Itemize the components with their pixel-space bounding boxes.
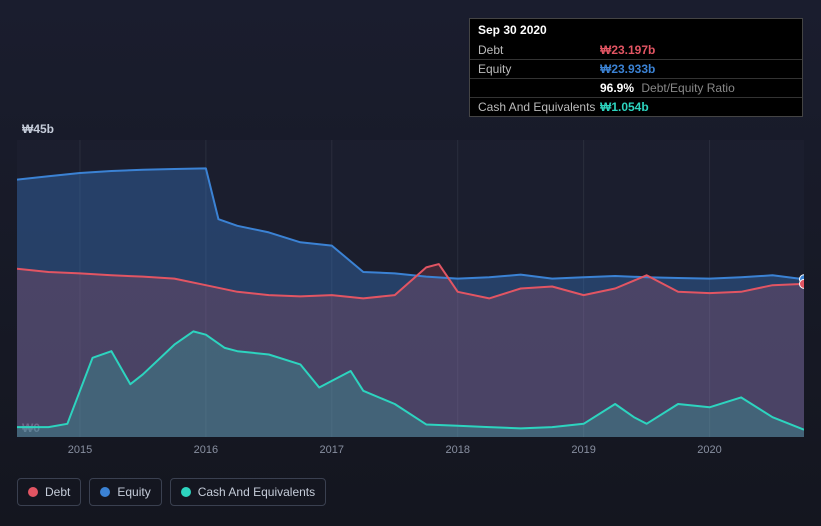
x-tick-label: 2015 xyxy=(68,444,92,456)
marker-debt xyxy=(800,279,805,288)
tooltip-label xyxy=(478,81,600,95)
tooltip-label: Cash And Equivalents xyxy=(478,100,600,114)
legend-dot xyxy=(100,487,110,497)
x-tick-label: 2017 xyxy=(320,444,344,456)
tooltip-row-ratio: 96.9% Debt/Equity Ratio xyxy=(470,79,802,98)
x-tick-label: 2020 xyxy=(697,444,721,456)
tooltip-value: ₩23.197b xyxy=(600,43,655,57)
legend: Debt Equity Cash And Equivalents xyxy=(17,478,326,506)
tooltip-label: Debt xyxy=(478,43,600,57)
legend-item[interactable]: Equity xyxy=(89,478,161,506)
tooltip-row-equity: Equity ₩23.933b xyxy=(470,60,802,79)
tooltip-row-cash: Cash And Equivalents ₩1.054b xyxy=(470,98,802,116)
tooltip-date: Sep 30 2020 xyxy=(470,19,802,41)
legend-label: Equity xyxy=(117,485,150,499)
x-tick-label: 2018 xyxy=(445,444,469,456)
x-tick-label: 2016 xyxy=(194,444,218,456)
legend-label: Debt xyxy=(45,485,70,499)
legend-item[interactable]: Debt xyxy=(17,478,81,506)
x-tick-label: 2019 xyxy=(571,444,595,456)
tooltip-value: ₩23.933b xyxy=(600,62,655,76)
chart-container: Sep 30 2020 Debt ₩23.197b Equity ₩23.933… xyxy=(0,0,821,526)
area-chart[interactable] xyxy=(17,140,804,437)
tooltip-label: Equity xyxy=(478,62,600,76)
legend-label: Cash And Equivalents xyxy=(198,485,315,499)
x-axis: 2015 2016 2017 2018 2019 2020 xyxy=(17,444,804,464)
y-axis-max-label: ₩45b xyxy=(22,122,54,136)
tooltip-value: ₩1.054b xyxy=(600,100,649,114)
legend-item[interactable]: Cash And Equivalents xyxy=(170,478,326,506)
legend-dot xyxy=(181,487,191,497)
legend-dot xyxy=(28,487,38,497)
tooltip-ratio: 96.9% Debt/Equity Ratio xyxy=(600,81,735,95)
tooltip-row-debt: Debt ₩23.197b xyxy=(470,41,802,60)
chart-tooltip: Sep 30 2020 Debt ₩23.197b Equity ₩23.933… xyxy=(469,18,803,117)
